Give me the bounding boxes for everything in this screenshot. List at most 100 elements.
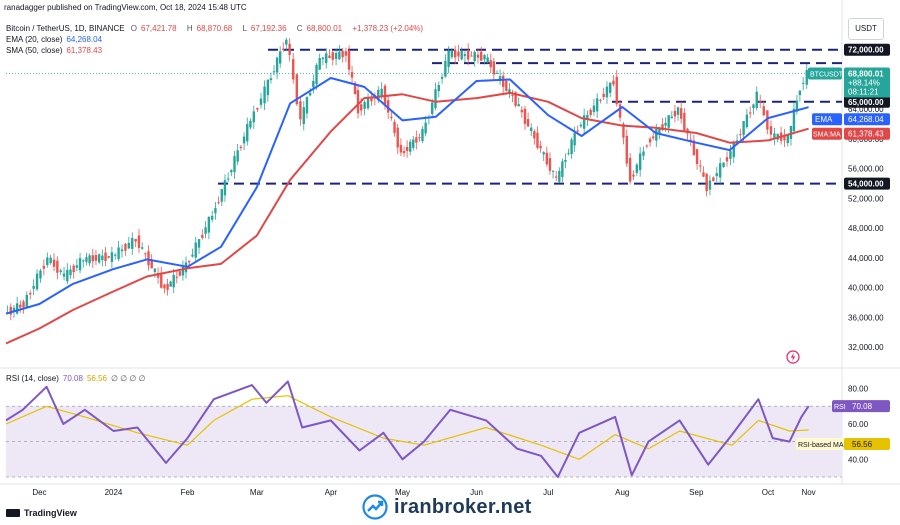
candle-body	[661, 124, 664, 131]
ohlc-open-key: O	[130, 24, 138, 33]
price-badge-countdown: 08:11:21	[848, 88, 879, 97]
ohlc-high: H 68,870.68	[187, 24, 236, 33]
rsi-ma-badge-value: 56.56	[852, 440, 873, 449]
rsi-tick-label: 60.00	[848, 420, 869, 429]
candle-body	[539, 145, 542, 149]
candle-body	[166, 283, 169, 290]
sma-badge[interactable]	[812, 127, 842, 140]
candle-body	[632, 174, 635, 177]
candle-body	[321, 57, 325, 60]
time-tick-label: Nov	[801, 488, 815, 497]
candle-body	[762, 106, 765, 116]
candle-body	[722, 162, 725, 168]
candle-body	[564, 160, 567, 162]
symbol-name[interactable]: Bitcoin / TetherUS, 1D, BINANCE	[6, 24, 125, 33]
price-change: +1,378.23 (+2.04%)	[352, 24, 424, 33]
candle-body	[508, 89, 511, 93]
candle-body	[207, 216, 211, 233]
level-badge-54000	[844, 177, 890, 190]
candle-body	[695, 149, 699, 165]
candle-body	[393, 121, 396, 133]
candle-body	[396, 127, 399, 148]
candle-body	[748, 112, 752, 114]
ema-legend[interactable]: EMA (20, close) 64,268.04	[6, 35, 106, 44]
candle-body	[651, 136, 655, 139]
candle-body	[554, 176, 558, 178]
candle-body	[625, 135, 628, 164]
time-tick-label: Sep	[689, 488, 704, 497]
tradingview-logo[interactable]: TradingView	[6, 508, 77, 518]
candle-body	[582, 115, 586, 129]
candle-body	[56, 260, 59, 273]
rsi-legend[interactable]: RSI (14, close) 70.08 56.56 ∅ ∅ ∅ ∅	[6, 374, 150, 383]
candle-body	[476, 54, 480, 58]
candle-body	[673, 110, 677, 117]
candle-body	[792, 108, 796, 132]
candle-body	[72, 265, 75, 273]
candle-body	[97, 254, 101, 263]
candle-body	[498, 76, 502, 80]
candle-body	[742, 121, 745, 135]
candle-body	[655, 128, 658, 141]
candle-body	[377, 89, 380, 101]
candle-body	[214, 208, 217, 214]
lightning-icon[interactable]	[786, 350, 800, 364]
candle-body	[295, 74, 299, 105]
ema-badge[interactable]	[812, 113, 842, 126]
candle-body	[602, 93, 605, 98]
rsi-value-badge	[844, 400, 890, 413]
time-tick-label: Feb	[181, 488, 195, 497]
time-tick-label: Oct	[762, 488, 775, 497]
ohlc-high-value: 68,870.68	[196, 24, 233, 33]
candle-body	[236, 150, 239, 162]
candle-body	[299, 101, 302, 120]
ohlc-close: C 68,800.01	[297, 24, 346, 33]
symbol-badge[interactable]	[808, 67, 842, 80]
candle-body	[708, 180, 712, 190]
ohlc-open-value: 67,421.78	[141, 24, 177, 33]
candle-body	[517, 104, 520, 107]
price-tick-label: 32,000.00	[848, 343, 884, 352]
candle-body	[402, 151, 406, 154]
rsi-badge[interactable]	[832, 400, 846, 413]
candle-body	[405, 146, 409, 152]
candle-body	[595, 98, 599, 112]
ema-legend-value: 64,268.04	[66, 35, 103, 44]
candle-body	[480, 51, 483, 61]
candle-body	[252, 111, 256, 123]
rsi-badge-value: 70.08	[852, 402, 873, 411]
sma-legend[interactable]: SMA (50, close) 61,378.43	[6, 46, 106, 55]
level-badge-label: 54,000.00	[848, 180, 884, 189]
candle-body	[622, 123, 625, 138]
candle-body	[408, 141, 412, 152]
candle-body	[347, 50, 351, 70]
sma-label: SMA (50, close)	[6, 46, 63, 55]
candle-body	[156, 272, 160, 278]
candle-body	[473, 52, 476, 61]
candle-body	[328, 55, 331, 59]
candle-body	[605, 86, 609, 98]
candle-body	[658, 127, 661, 135]
candle-body	[318, 57, 321, 70]
candle-body	[715, 173, 718, 177]
candle-body	[466, 49, 470, 60]
candle-body	[266, 79, 270, 96]
candle-body	[712, 177, 715, 182]
currency-selector[interactable]: USDT	[848, 18, 884, 40]
candle-body	[579, 124, 583, 127]
candle-body	[191, 254, 194, 257]
candle-body	[463, 54, 467, 57]
rsi-ma-badge[interactable]	[796, 438, 844, 451]
candle-body	[689, 139, 692, 141]
rsi-label: RSI (14, close)	[6, 374, 59, 383]
level-badge-label: 72,000.00	[848, 46, 884, 55]
candle-body	[576, 130, 579, 132]
sma-badge-value: 61,378.43	[848, 130, 884, 139]
candle-body	[567, 153, 570, 155]
candle-body	[160, 272, 163, 288]
candle-body	[22, 301, 25, 308]
candle-body	[440, 76, 444, 79]
candle-body	[197, 239, 201, 248]
candle-body	[447, 50, 450, 67]
